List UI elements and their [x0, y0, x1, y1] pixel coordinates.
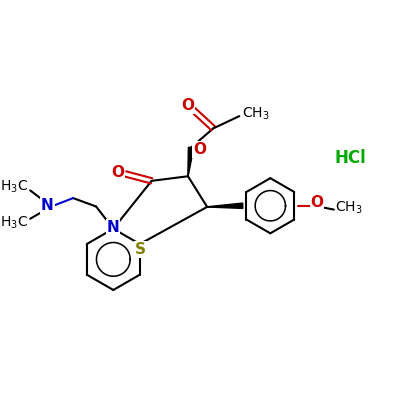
Text: N: N [107, 220, 120, 235]
Text: O: O [112, 164, 124, 180]
Polygon shape [188, 147, 194, 176]
Polygon shape [207, 203, 243, 208]
Text: S: S [135, 242, 146, 257]
Text: CH$_3$: CH$_3$ [335, 200, 363, 216]
Text: O: O [181, 98, 194, 113]
Text: HCl: HCl [335, 149, 367, 167]
Text: O: O [310, 195, 324, 210]
Text: H$_3$C: H$_3$C [0, 214, 28, 231]
Text: H$_3$C: H$_3$C [0, 178, 28, 195]
Text: O: O [193, 142, 206, 157]
Text: N: N [41, 198, 54, 213]
Text: CH$_3$: CH$_3$ [242, 106, 269, 122]
